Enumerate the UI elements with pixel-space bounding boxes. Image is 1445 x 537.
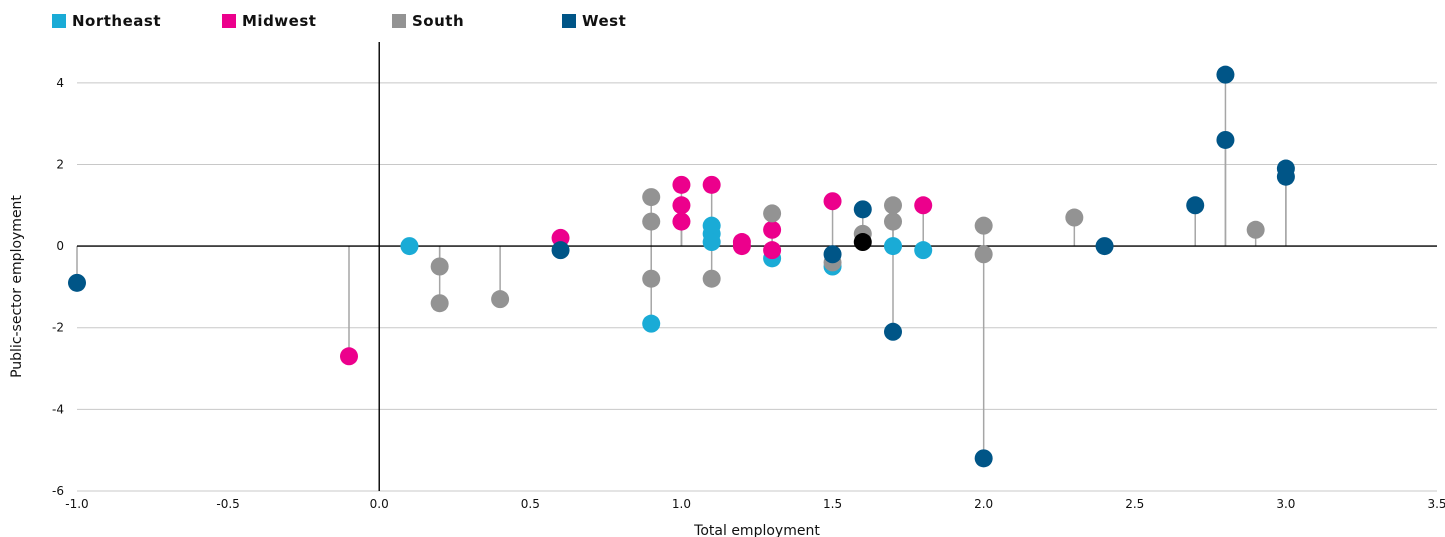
x-tick-label: 1.5 <box>823 497 842 511</box>
x-tick-label: 0.0 <box>370 497 389 511</box>
legend-swatch-northeast <box>52 14 66 28</box>
data-point-west <box>1216 130 1235 149</box>
data-point-south <box>642 188 661 207</box>
data-point-midwest <box>763 241 782 260</box>
data-point-midwest <box>823 192 842 211</box>
tick-labels: 4 2 0 -2 -4 -6-1.0 -0.5 0.0 0.5 1.0 1.5 2.0 2.5 3.0 3.… <box>52 76 1445 511</box>
data-point-midwest <box>702 175 721 194</box>
data-point-northeast <box>702 233 721 252</box>
data-point-west <box>853 200 872 219</box>
data-point-south <box>491 290 510 309</box>
y-tick-label: -6 <box>52 484 64 498</box>
data-point-midwest <box>672 175 691 194</box>
data-point-south <box>1246 220 1265 239</box>
x-tick-label: 0.5 <box>521 497 540 511</box>
data-point-midwest <box>340 347 358 366</box>
data-point-west <box>1095 237 1114 256</box>
legend-swatch-west <box>562 14 576 28</box>
data-point-west <box>68 273 86 292</box>
x-tick-label: 2.5 <box>1125 497 1144 511</box>
data-point-midwest <box>763 220 782 239</box>
data-point-midwest <box>672 212 691 231</box>
x-tick-label: -1.0 <box>65 497 88 511</box>
data-point-midwest <box>732 237 751 256</box>
data-point-midwest <box>672 196 691 215</box>
data-point-west <box>884 322 902 341</box>
data-point-south <box>430 257 449 276</box>
data-point-west <box>1186 196 1205 215</box>
x-tick-label: 1.0 <box>672 497 691 511</box>
data-point-south <box>642 212 661 231</box>
y-tick-label: -2 <box>52 321 64 335</box>
legend-label-northeast: Northeast <box>72 12 161 30</box>
data-points <box>68 65 1295 468</box>
x-tick-label: 3.5 <box>1427 497 1445 511</box>
legend-label-west: West <box>582 12 627 30</box>
stem-lines <box>76 74 1287 459</box>
data-point-northeast <box>400 237 419 256</box>
data-point-south <box>884 212 902 231</box>
y-tick-label: -4 <box>52 402 64 416</box>
y-tick-label: 0 <box>56 239 64 253</box>
grid-lines <box>77 82 1437 492</box>
data-point-west <box>974 449 993 468</box>
data-point-northeast <box>642 314 661 333</box>
x-tick-label: 3.0 <box>1276 497 1295 511</box>
legend-item-south: South <box>392 12 464 30</box>
data-point-south <box>974 245 993 264</box>
data-point-west <box>1216 65 1235 84</box>
x-tick-label: -0.5 <box>216 497 239 511</box>
data-point-other <box>853 233 872 252</box>
x-axis-title: Total employment <box>693 523 820 537</box>
data-point-south <box>702 269 721 288</box>
data-point-south <box>974 216 993 235</box>
legend-item-west: West <box>562 12 626 30</box>
legend-item-midwest: Midwest <box>222 12 316 30</box>
data-point-midwest <box>914 196 933 215</box>
data-point-south <box>430 294 449 313</box>
legend-label-midwest: Midwest <box>242 12 317 30</box>
legend-swatch-south <box>392 14 406 28</box>
legend-swatch-midwest <box>222 14 236 28</box>
legend-label-south: South <box>412 12 465 30</box>
y-tick-label: 2 <box>56 157 64 171</box>
axes <box>77 42 1437 491</box>
y-axis-title: Public-sector employment <box>9 195 25 378</box>
legend-item-northeast: Northeast <box>52 12 161 30</box>
data-point-south <box>763 204 782 223</box>
y-tick-label: 4 <box>56 76 64 90</box>
data-point-northeast <box>884 237 902 256</box>
data-point-south <box>642 269 661 288</box>
data-point-west <box>823 245 842 264</box>
data-point-northeast <box>914 241 933 260</box>
data-point-south <box>1065 208 1084 227</box>
data-point-west <box>551 241 570 260</box>
data-point-west <box>1276 167 1295 186</box>
data-point-south <box>884 196 902 215</box>
x-tick-label: 2.0 <box>974 497 993 511</box>
